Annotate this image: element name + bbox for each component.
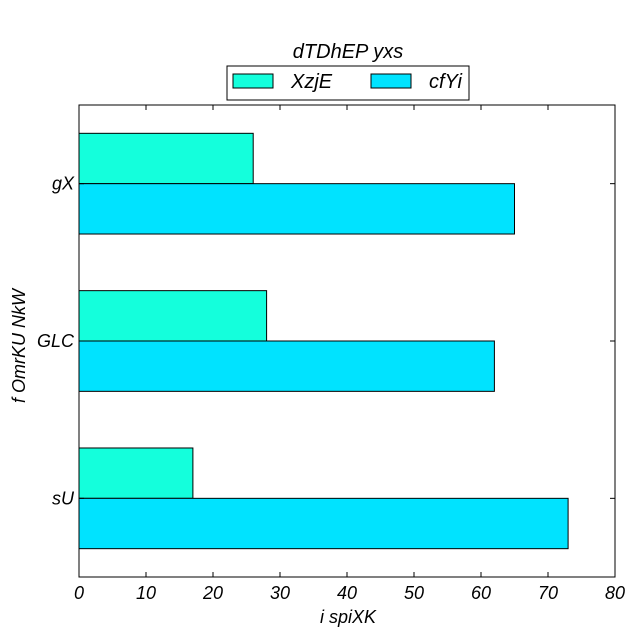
y-tick-label: GLC [37,331,75,351]
bar-cfYi-gX [78,183,515,235]
bar-XzjE-gX [78,132,254,185]
legend-label-XzjE: XzjE [290,71,333,93]
x-axis-ticks: 0 10 20 30 40 50 60 70 80 [74,105,625,603]
y-tick-label: gX [52,174,75,194]
y-tick-label: sU [52,488,75,508]
legend-swatch-XzjE [232,73,274,89]
x-tick-label: 10 [136,583,156,603]
legend-swatch-cfYi [370,73,412,89]
x-tick-label: 50 [404,583,424,603]
y-axis-tick-labels: gX GLC sU [37,174,75,509]
y-tick-marks [79,183,615,499]
x-tick-label: 40 [337,583,357,603]
legend: dTDhEP yxs XzjE cfYi [226,41,470,101]
legend-items: XzjE cfYi [232,71,463,93]
bars-group [78,132,569,550]
legend-label-cfYi: cfYi [429,71,463,93]
x-tick-label: 80 [605,583,625,603]
x-tick-label: 0 [74,583,84,603]
bar-XzjE-sU [78,447,194,499]
bar-cfYi-sU [78,497,569,550]
bar-cfYi-GLC [78,340,495,392]
x-tick-label: 60 [471,583,491,603]
x-axis-label: i spiXK [320,607,377,627]
y-axis-label: f OmrKU NkW [9,287,29,403]
plot-frame [78,104,616,578]
x-tick-label: 30 [270,583,290,603]
legend-title: dTDhEP yxs [293,41,403,63]
x-tick-label: 70 [538,583,558,603]
x-tick-label: 20 [202,583,223,603]
bar-XzjE-GLC [78,290,268,342]
